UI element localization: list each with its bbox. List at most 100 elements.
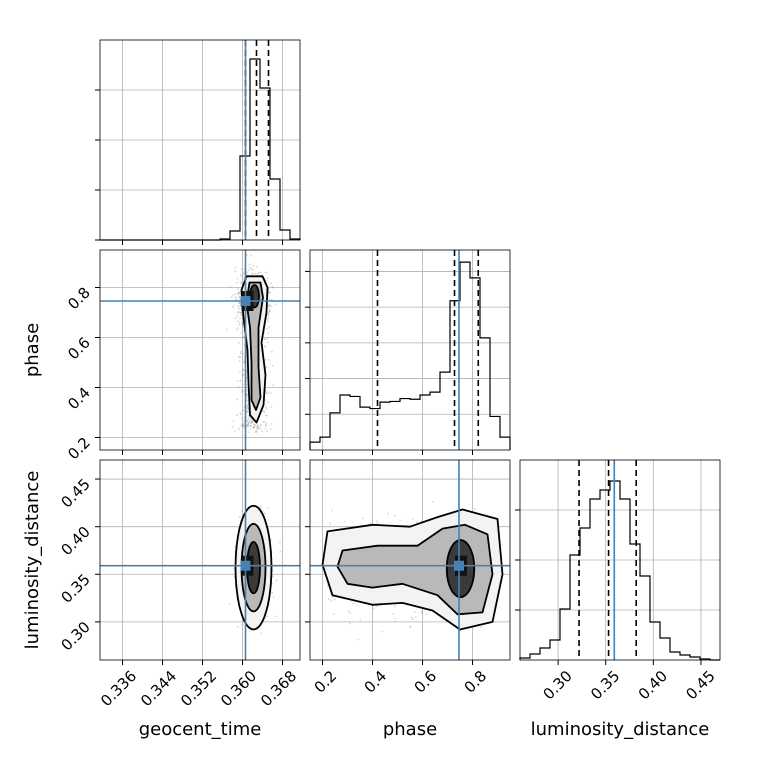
sample-point — [259, 423, 262, 426]
sample-point — [352, 602, 355, 605]
sample-point — [234, 293, 236, 295]
sample-point — [242, 335, 245, 338]
sample-point — [241, 323, 243, 325]
diag-panel-geocent_time — [95, 39, 301, 245]
sample-point — [238, 516, 241, 518]
sample-point — [238, 307, 241, 310]
panel-frame — [309, 249, 511, 451]
sample-point — [261, 430, 263, 433]
sample-point — [253, 426, 255, 429]
sample-point — [239, 371, 241, 373]
sample-point — [268, 326, 271, 328]
sample-point — [235, 281, 238, 284]
sample-point — [238, 291, 241, 293]
sample-point — [263, 345, 266, 348]
sample-point — [243, 343, 246, 346]
sample-point — [274, 615, 277, 618]
sample-point — [231, 294, 234, 297]
sample-point — [239, 317, 241, 320]
sample-point — [272, 575, 274, 578]
sample-point — [260, 427, 262, 430]
sample-point — [252, 426, 255, 429]
sample-point — [343, 520, 346, 523]
sample-point — [242, 323, 244, 326]
sample-point — [242, 409, 245, 412]
sample-point — [270, 298, 273, 301]
sample-point — [259, 506, 262, 509]
sample-point — [235, 297, 237, 300]
sample-point — [236, 277, 239, 280]
sample-point — [240, 275, 243, 278]
sample-point — [264, 359, 267, 361]
sample-point — [268, 358, 270, 361]
sample-point — [328, 598, 331, 601]
y-tick-label: 0.2 — [64, 434, 94, 464]
sample-point — [232, 306, 234, 309]
scatter-panel-geocent_time-vs-phase — [95, 249, 301, 455]
sample-point — [263, 512, 266, 515]
sample-point — [242, 360, 245, 363]
sample-point — [237, 355, 240, 358]
x-axis-title: luminosity_distance — [531, 719, 710, 740]
sample-point — [238, 323, 241, 326]
sample-point — [240, 313, 243, 316]
sample-point — [237, 326, 239, 329]
diag-panel-luminosity_distance — [515, 459, 721, 665]
sample-point — [236, 311, 239, 314]
sample-point — [235, 414, 238, 417]
sample-point — [239, 413, 242, 416]
sample-point — [266, 317, 269, 320]
sample-point — [409, 626, 412, 629]
sample-point — [240, 424, 243, 427]
sample-point — [252, 423, 255, 426]
sample-point — [237, 310, 240, 313]
sample-point — [264, 271, 266, 274]
sample-point — [254, 272, 257, 275]
panel-background — [310, 250, 510, 450]
sample-point — [372, 607, 375, 610]
sample-point — [250, 254, 252, 257]
sample-point — [248, 419, 251, 422]
sample-point — [240, 352, 242, 355]
sample-point — [246, 425, 248, 427]
sample-point — [264, 398, 267, 401]
sample-point — [236, 314, 239, 317]
sample-point — [410, 616, 413, 619]
sample-point — [267, 277, 269, 279]
sample-point — [238, 428, 241, 431]
sample-point — [248, 263, 251, 266]
density-layer — [226, 254, 277, 434]
panel-background — [100, 250, 300, 450]
sample-point — [251, 420, 254, 423]
sample-point — [268, 310, 271, 312]
sample-point — [251, 421, 254, 424]
sample-point — [392, 612, 395, 615]
sample-point — [262, 409, 265, 412]
sample-point — [237, 341, 240, 344]
x-tick-label: 0.35 — [587, 667, 623, 703]
sample-point — [415, 616, 417, 618]
sample-point — [263, 411, 266, 414]
sample-point — [251, 268, 254, 271]
sample-point — [369, 522, 372, 524]
sample-point — [411, 618, 414, 620]
sample-point — [274, 303, 277, 306]
sample-point — [249, 424, 252, 427]
histogram-phase — [309, 261, 511, 450]
x-tick-label: 0.336 — [97, 667, 140, 710]
sample-point — [236, 379, 239, 382]
y-axis-title: luminosity_distance — [22, 471, 43, 650]
y-tick-label: 0.8 — [64, 284, 94, 314]
sample-point — [247, 417, 250, 420]
sample-point — [240, 350, 243, 353]
sample-point — [247, 431, 250, 434]
sample-point — [262, 420, 265, 423]
sample-point — [252, 264, 254, 267]
sample-point — [266, 615, 269, 618]
sample-point — [240, 389, 243, 392]
sample-point — [242, 369, 245, 372]
sample-point — [247, 423, 249, 426]
sample-point — [246, 399, 249, 402]
sample-point — [246, 376, 248, 379]
